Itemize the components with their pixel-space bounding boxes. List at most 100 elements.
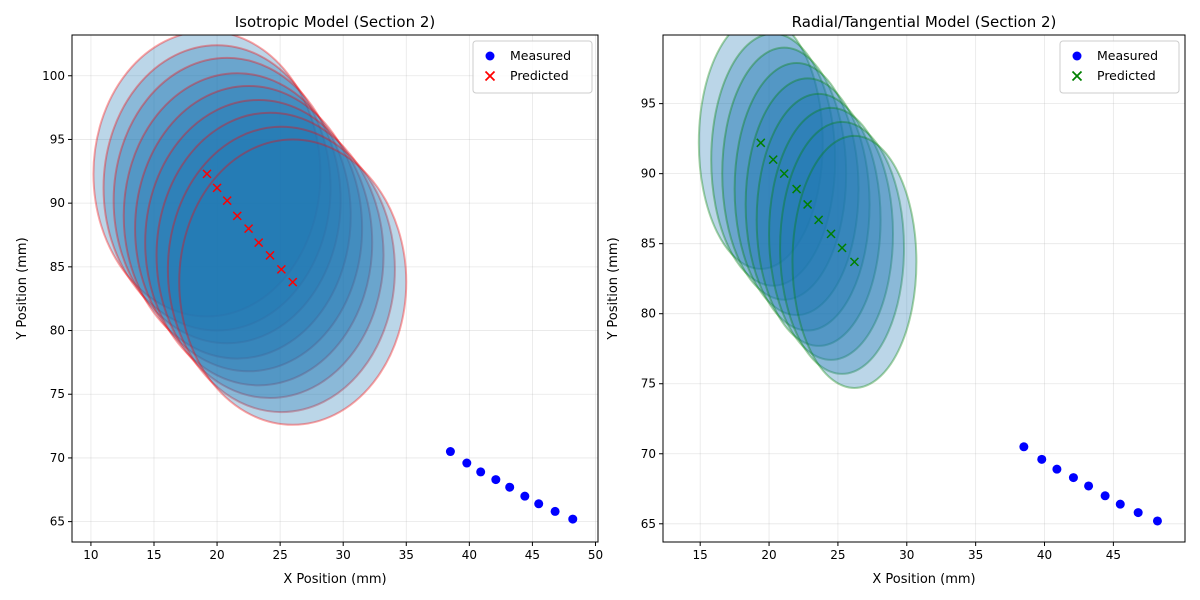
predicted-marker-stroke (265, 250, 275, 260)
measured-point (520, 491, 530, 501)
plot-area (697, 35, 1162, 526)
measured-point (1100, 491, 1110, 501)
y-tick-label: 90 (641, 167, 656, 181)
predicted-point (222, 196, 232, 206)
predicted-point (803, 199, 813, 209)
predicted-point (202, 169, 212, 179)
y-tick-label: 80 (641, 307, 656, 321)
measured-point (491, 475, 501, 485)
legend: Measured Predicted (1059, 40, 1180, 94)
y-axis-label: Y Position (mm) (15, 237, 30, 340)
y-tick-label: 90 (50, 196, 65, 210)
measured-point (1152, 516, 1162, 526)
plot-area (92, 35, 578, 524)
isotropic-chart: 10 15 20 25 30 35 40 45 50 65 70 75 80 85 90 95 100 Isotr… (15, 13, 603, 587)
legend-measured-label: Measured (510, 48, 571, 63)
x-axis-label: X Position (mm) (872, 572, 975, 587)
legend-box (1059, 40, 1180, 94)
legend: Measured Predicted (472, 40, 593, 94)
chart-title: Radial/Tangential Model (Section 2) (792, 13, 1057, 31)
legend-measured-marker (485, 51, 495, 61)
uncertainty-ellipse (697, 35, 824, 270)
predicted-point (779, 169, 789, 179)
x-tick-label: 50 (588, 548, 603, 562)
predicted-marker-stroke (837, 243, 847, 253)
predicted-marker-stroke (756, 138, 766, 148)
predicted-marker-stroke (288, 277, 298, 287)
x-tick-label: 40 (1037, 548, 1052, 562)
predicted-marker-stroke (826, 229, 836, 239)
x-tick-label: 25 (272, 548, 287, 562)
predicted-marker-stroke (792, 184, 802, 194)
measured-point (505, 482, 515, 492)
measured-point (1068, 473, 1078, 483)
predicted-point (288, 277, 298, 287)
predicted-point (768, 155, 778, 165)
radial-tangential-chart: 15 20 25 30 35 40 45 65 70 75 80 85 90 95 Radial/Tange… (606, 13, 1186, 587)
chart-title: Isotropic Model (Section 2) (235, 13, 436, 31)
predicted-marker-stroke (803, 199, 813, 209)
uncertainty-ellipse (92, 35, 322, 318)
predicted-point (232, 211, 242, 221)
y-tick-label: 95 (641, 97, 656, 111)
predicted-point (756, 138, 766, 148)
y-tick-label: 75 (641, 377, 656, 391)
legend-predicted-label: Predicted (1097, 68, 1156, 83)
legend-predicted-marker (1071, 70, 1083, 82)
predicted-point (826, 229, 836, 239)
y-axis-label: Y Position (mm) (606, 237, 621, 340)
y-tick-label: 70 (50, 451, 65, 465)
predicted-marker-stroke (244, 224, 254, 234)
measured-point (1115, 499, 1125, 509)
y-tick-label: 70 (641, 447, 656, 461)
measured-point (1133, 508, 1143, 518)
y-tick-label: 80 (50, 324, 65, 338)
y-tick-label: 85 (50, 260, 65, 274)
legend-measured-label: Measured (1097, 48, 1158, 63)
predicted-marker-stroke (768, 155, 778, 165)
measured-point (1084, 481, 1094, 491)
x-tick-label: 35 (968, 548, 983, 562)
predicted-point (254, 238, 264, 248)
measured-point (476, 467, 486, 477)
predicted-marker-stroke (276, 264, 286, 274)
axes-frame (71, 34, 599, 543)
predicted-point (244, 224, 254, 234)
x-tick-label: 40 (462, 548, 477, 562)
legend-predicted-stroke (484, 70, 496, 82)
x-tick-label: 25 (830, 548, 845, 562)
measured-point (550, 506, 560, 516)
legend-predicted-label: Predicted (510, 68, 569, 83)
predicted-marker-stroke (779, 169, 789, 179)
y-tick-label: 100 (42, 69, 65, 83)
x-tick-label: 20 (761, 548, 776, 562)
x-tick-label: 10 (83, 548, 98, 562)
y-tick-label: 85 (641, 237, 656, 251)
predicted-point (849, 257, 859, 267)
predicted-point (814, 215, 824, 225)
y-tick-label: 65 (50, 515, 65, 529)
predicted-marker-stroke (232, 211, 242, 221)
predicted-marker-stroke (814, 215, 824, 225)
y-tick-label: 75 (50, 387, 65, 401)
x-tick-label: 20 (209, 548, 224, 562)
x-tick-label: 15 (146, 548, 161, 562)
legend-predicted-stroke (1071, 70, 1083, 82)
predicted-point (792, 184, 802, 194)
legend-predicted-marker (484, 70, 496, 82)
measured-point (445, 447, 455, 457)
measured-point (534, 499, 544, 509)
x-tick-label: 15 (693, 548, 708, 562)
x-tick-label: 45 (1106, 548, 1121, 562)
predicted-marker-stroke (254, 238, 264, 248)
predicted-point (837, 243, 847, 253)
measured-point (462, 458, 472, 468)
predicted-point (276, 264, 286, 274)
predicted-marker-stroke (222, 196, 232, 206)
y-tick-label: 95 (50, 132, 65, 146)
predicted-marker-stroke (849, 257, 859, 267)
y-tick-label: 65 (641, 517, 656, 531)
x-tick-label: 45 (525, 548, 540, 562)
predicted-point (212, 183, 222, 193)
